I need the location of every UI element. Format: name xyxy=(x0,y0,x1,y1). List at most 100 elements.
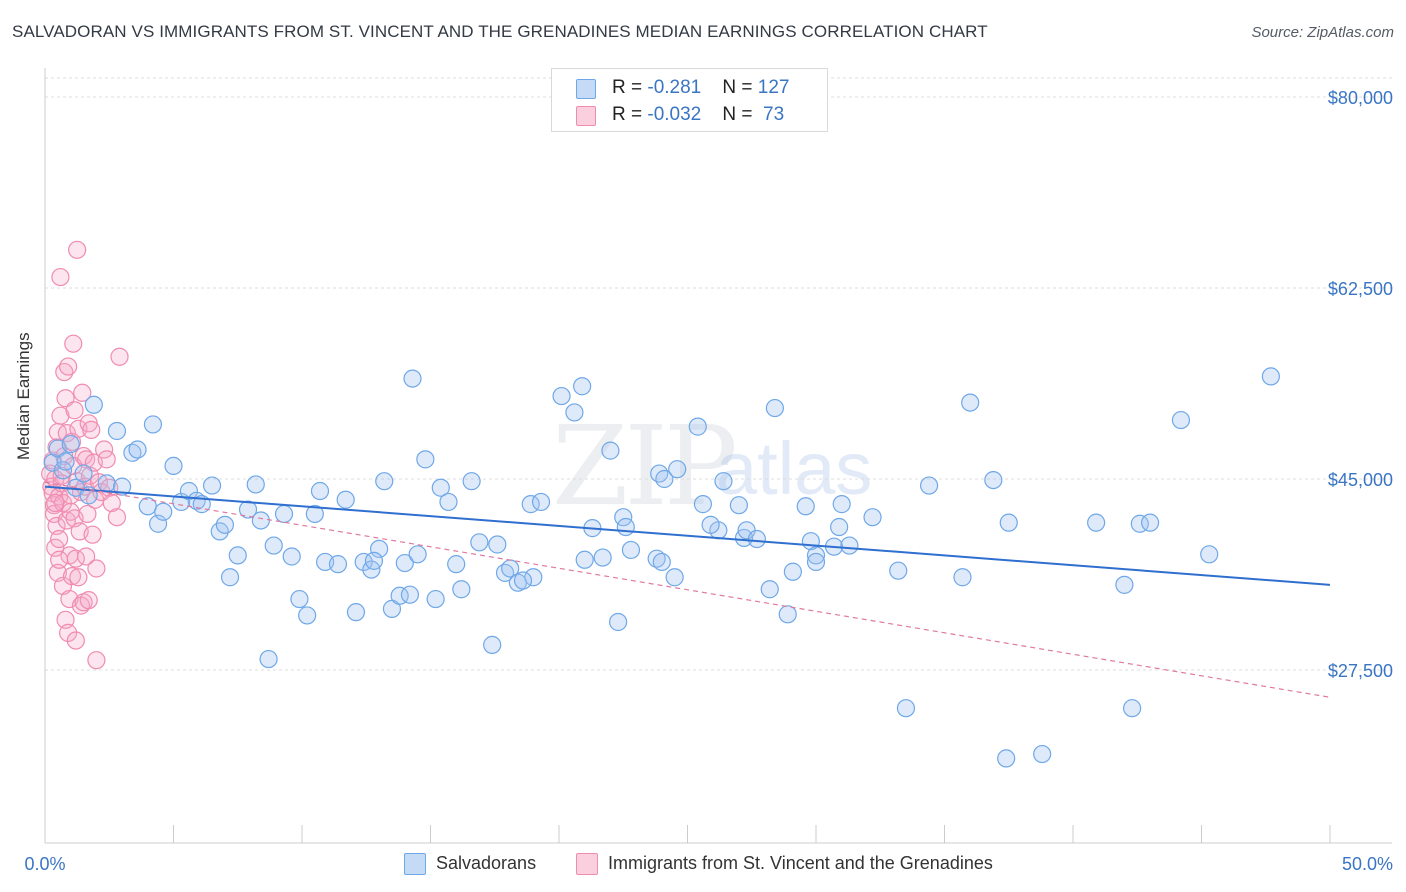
y-tick-label: $80,000 xyxy=(1328,88,1393,108)
data-point xyxy=(164,456,183,476)
data-point xyxy=(346,603,366,622)
n-label: N = xyxy=(722,77,758,98)
data-point xyxy=(87,651,106,670)
data-point xyxy=(513,571,533,590)
data-point xyxy=(565,403,584,422)
data-point xyxy=(50,529,69,549)
data-point xyxy=(488,535,507,554)
data-point xyxy=(50,550,69,569)
data-point xyxy=(298,606,317,625)
data-point xyxy=(46,538,65,557)
legend-swatch-blue xyxy=(404,853,426,875)
correlation-legend: R = -0.281 N = 127 R = -0.032 N = 73 xyxy=(551,68,828,132)
data-point xyxy=(97,474,116,493)
data-point xyxy=(238,500,258,519)
data-point xyxy=(43,453,62,472)
data-point xyxy=(961,393,980,412)
data-point xyxy=(729,496,749,515)
data-point xyxy=(984,470,1003,490)
data-point xyxy=(601,441,620,460)
data-point xyxy=(56,452,75,471)
data-point xyxy=(647,549,666,568)
watermark-atlas: atlas xyxy=(716,427,873,510)
watermark-zip: ZIP xyxy=(552,402,738,530)
data-point xyxy=(78,504,97,524)
data-point xyxy=(310,481,330,501)
source-label: Source: ZipAtlas.com xyxy=(1251,24,1394,41)
data-point xyxy=(51,406,70,425)
data-point xyxy=(1115,575,1134,594)
data-point xyxy=(609,612,628,632)
data-point xyxy=(123,443,142,462)
data-point xyxy=(483,635,502,654)
data-point xyxy=(65,401,84,420)
data-point xyxy=(77,547,96,566)
data-point xyxy=(400,585,420,604)
data-point xyxy=(364,551,384,570)
data-point xyxy=(840,536,859,555)
data-point xyxy=(997,749,1016,768)
data-point xyxy=(79,591,98,610)
data-point xyxy=(290,589,309,609)
trend-line xyxy=(44,481,1331,698)
legend-swatch-pink xyxy=(576,853,598,875)
data-point xyxy=(59,357,78,376)
data-point xyxy=(573,377,592,396)
data-point xyxy=(128,440,147,459)
data-point xyxy=(179,481,199,501)
data-point xyxy=(62,567,82,586)
data-point xyxy=(765,398,784,418)
data-point xyxy=(68,240,87,259)
data-point xyxy=(69,419,88,438)
data-point xyxy=(701,515,720,534)
data-point xyxy=(452,580,471,599)
data-point xyxy=(305,504,324,524)
data-point xyxy=(999,513,1018,532)
chart-title: SALVADORAN VS IMMIGRANTS FROM ST. VINCEN… xyxy=(12,22,988,41)
data-point xyxy=(228,546,247,565)
data-point xyxy=(215,515,234,534)
series-immigrants-points xyxy=(41,240,129,670)
data-point xyxy=(616,517,635,537)
data-point xyxy=(832,495,851,514)
tick-labels: $80,000 $62,500 $45,000 $27,500 0.0% 50.0% xyxy=(24,88,1393,874)
data-point xyxy=(97,450,116,469)
trend-lines xyxy=(44,481,1331,698)
legend-swatch-pink xyxy=(576,106,596,126)
data-point xyxy=(375,472,394,491)
x-tick-label-start: 0.0% xyxy=(24,854,65,874)
data-point xyxy=(74,464,93,483)
data-point xyxy=(60,589,79,609)
data-point xyxy=(102,493,121,513)
data-point xyxy=(154,502,173,521)
data-point xyxy=(760,580,779,599)
data-point xyxy=(1123,699,1142,718)
data-point xyxy=(1087,513,1106,532)
data-point xyxy=(416,450,435,469)
r-value: -0.281 xyxy=(647,77,702,98)
n-value: 127 xyxy=(757,77,790,98)
data-point xyxy=(462,472,481,491)
data-point xyxy=(1171,410,1191,430)
data-point xyxy=(621,540,641,560)
r-label: R = xyxy=(612,104,648,125)
x-tick-label-end: 50.0% xyxy=(1342,854,1393,874)
data-point xyxy=(1261,367,1280,386)
axes xyxy=(44,68,1392,844)
r-label: R = xyxy=(612,77,648,98)
data-point xyxy=(953,568,972,587)
data-point xyxy=(447,555,466,574)
data-point xyxy=(688,417,707,436)
data-point xyxy=(889,561,908,580)
data-point xyxy=(336,490,355,509)
data-point xyxy=(187,491,206,510)
legend-label: Immigrants from St. Vincent and the Gren… xyxy=(608,853,993,873)
data-point xyxy=(259,649,278,669)
data-point xyxy=(747,529,766,549)
data-point xyxy=(57,424,76,443)
data-point xyxy=(531,492,551,512)
legend-label: Salvadorans xyxy=(436,853,537,873)
legend-swatch-blue xyxy=(576,79,596,99)
data-point xyxy=(575,550,594,569)
